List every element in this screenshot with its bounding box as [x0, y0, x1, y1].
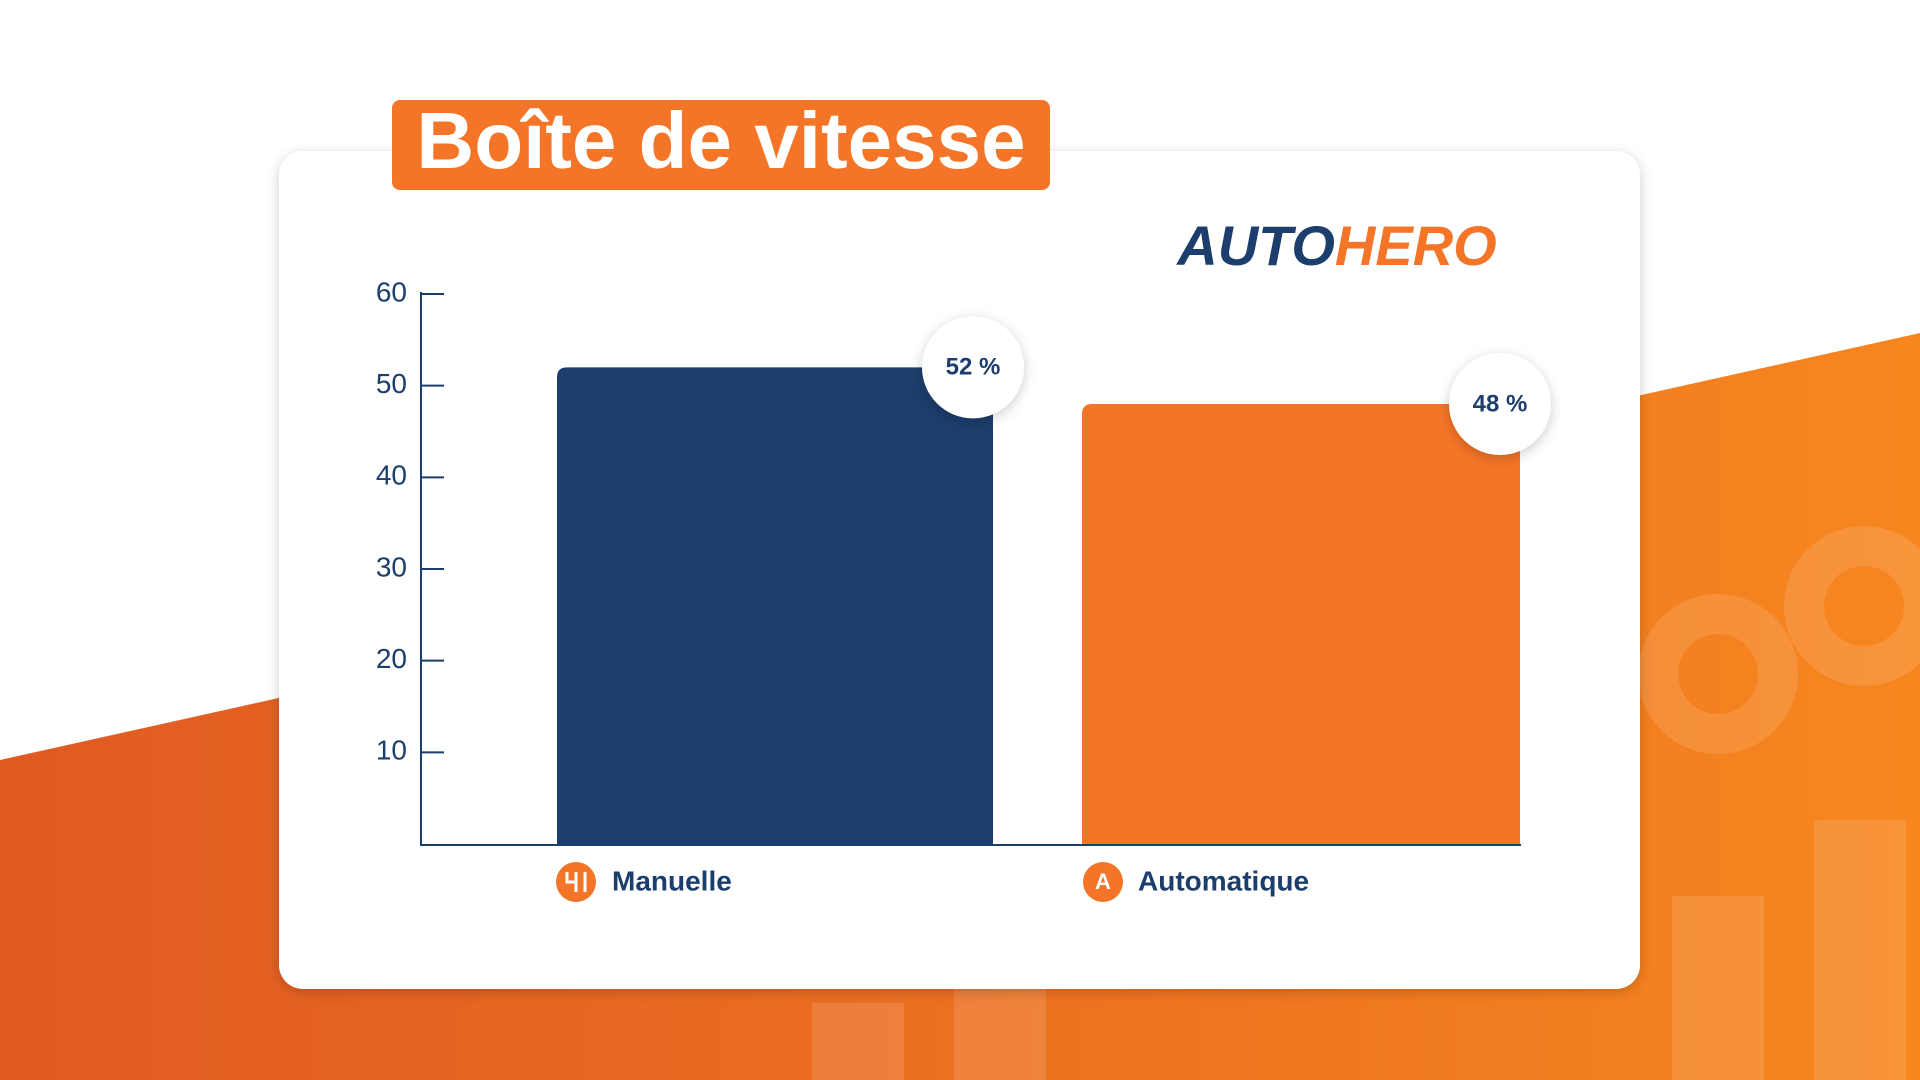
automatic-icon: [1083, 862, 1123, 902]
value-bubble: [1449, 353, 1551, 455]
y-tick-label: 60: [376, 276, 407, 307]
title-box: [392, 100, 1050, 190]
value-label: 52 %: [946, 354, 1001, 381]
value-bubble: [922, 316, 1024, 419]
y-tick-label: 30: [376, 551, 407, 582]
x-tick-label: Manuelle: [612, 865, 732, 896]
plot: 10 20 30 40 50 60 52 % Manuelle 48 % Automatique: [376, 276, 1551, 896]
gear-icon: [565, 872, 587, 892]
x-tick-label: Automatique: [1138, 865, 1309, 896]
y-tick-label: 50: [376, 368, 407, 399]
y-tick-label: 20: [376, 643, 407, 674]
bar: [1082, 404, 1520, 844]
automatic-icon-label: A: [1095, 869, 1111, 894]
logo-part: HERO: [1335, 214, 1497, 277]
decoration: [812, 526, 1920, 1080]
value-label: 48 %: [1473, 390, 1528, 417]
logo: AUTOHERO: [1175, 214, 1496, 277]
logo-part: AUTO: [1175, 214, 1335, 277]
y-tick-label: 40: [376, 460, 407, 491]
chart-title: Boîte de vitesse: [416, 96, 1025, 185]
bar: [557, 367, 993, 844]
y-tick-label: 10: [376, 735, 407, 766]
